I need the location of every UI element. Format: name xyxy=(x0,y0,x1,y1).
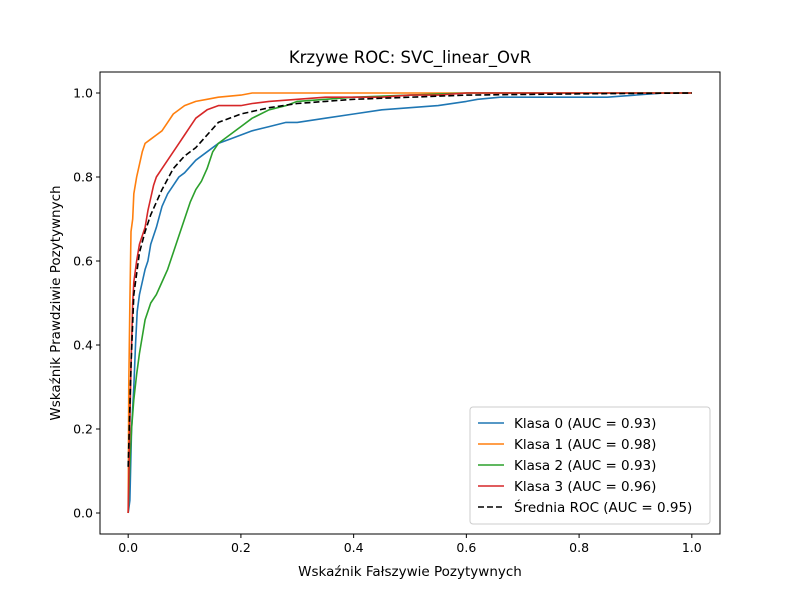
x-tick-label: 1.0 xyxy=(682,540,702,555)
y-axis-ticks: 0.0 0.2 0.4 0.6 0.8 1.0 xyxy=(73,86,100,521)
plot-lines xyxy=(127,92,692,514)
legend-label: Klasa 3 (AUC = 0.96) xyxy=(514,479,656,495)
legend: Klasa 0 (AUC = 0.93) Klasa 1 (AUC = 0.98)… xyxy=(469,406,711,525)
axes-frame xyxy=(99,71,721,535)
x-tick-label: 0.8 xyxy=(569,540,589,555)
y-axis-label: Wskaźnik Prawdziwie Pozytywnych xyxy=(48,185,64,420)
chart-title: Krzywe ROC: SVC_linear_OvR xyxy=(289,48,531,68)
y-tick-label: 0.8 xyxy=(73,170,93,185)
series-line-srednia-roc-auc-0-95 xyxy=(127,92,692,467)
legend-label: Klasa 2 (AUC = 0.93) xyxy=(514,458,656,474)
series-line-klasa-1-auc-0-98 xyxy=(127,92,692,514)
y-tick-label: 1.0 xyxy=(73,86,93,101)
x-tick-label: 0.0 xyxy=(118,540,138,555)
series-line-klasa-3-auc-0-96 xyxy=(127,92,692,514)
x-axis-ticks: 0.0 0.2 0.4 0.6 0.8 1.0 xyxy=(118,534,702,555)
y-tick-label: 0.0 xyxy=(73,506,93,521)
y-tick-label: 0.6 xyxy=(73,254,93,269)
legend-label: Klasa 0 (AUC = 0.93) xyxy=(514,416,656,432)
series-line-klasa-0-auc-0-93 xyxy=(127,92,692,514)
legend-label: Średnia ROC (AUC = 0.95) xyxy=(514,498,692,516)
legend-label: Klasa 1 (AUC = 0.98) xyxy=(514,437,656,453)
x-tick-label: 0.4 xyxy=(344,540,364,555)
series-line-klasa-2-auc-0-93 xyxy=(127,92,692,514)
y-tick-label: 0.4 xyxy=(73,338,93,353)
x-tick-label: 0.2 xyxy=(231,540,251,555)
y-tick-label: 0.2 xyxy=(73,422,93,437)
x-tick-label: 0.6 xyxy=(456,540,476,555)
legend-box xyxy=(469,406,711,525)
x-axis-label: Wskaźnik Fałszywie Pozytywnych xyxy=(298,564,522,580)
